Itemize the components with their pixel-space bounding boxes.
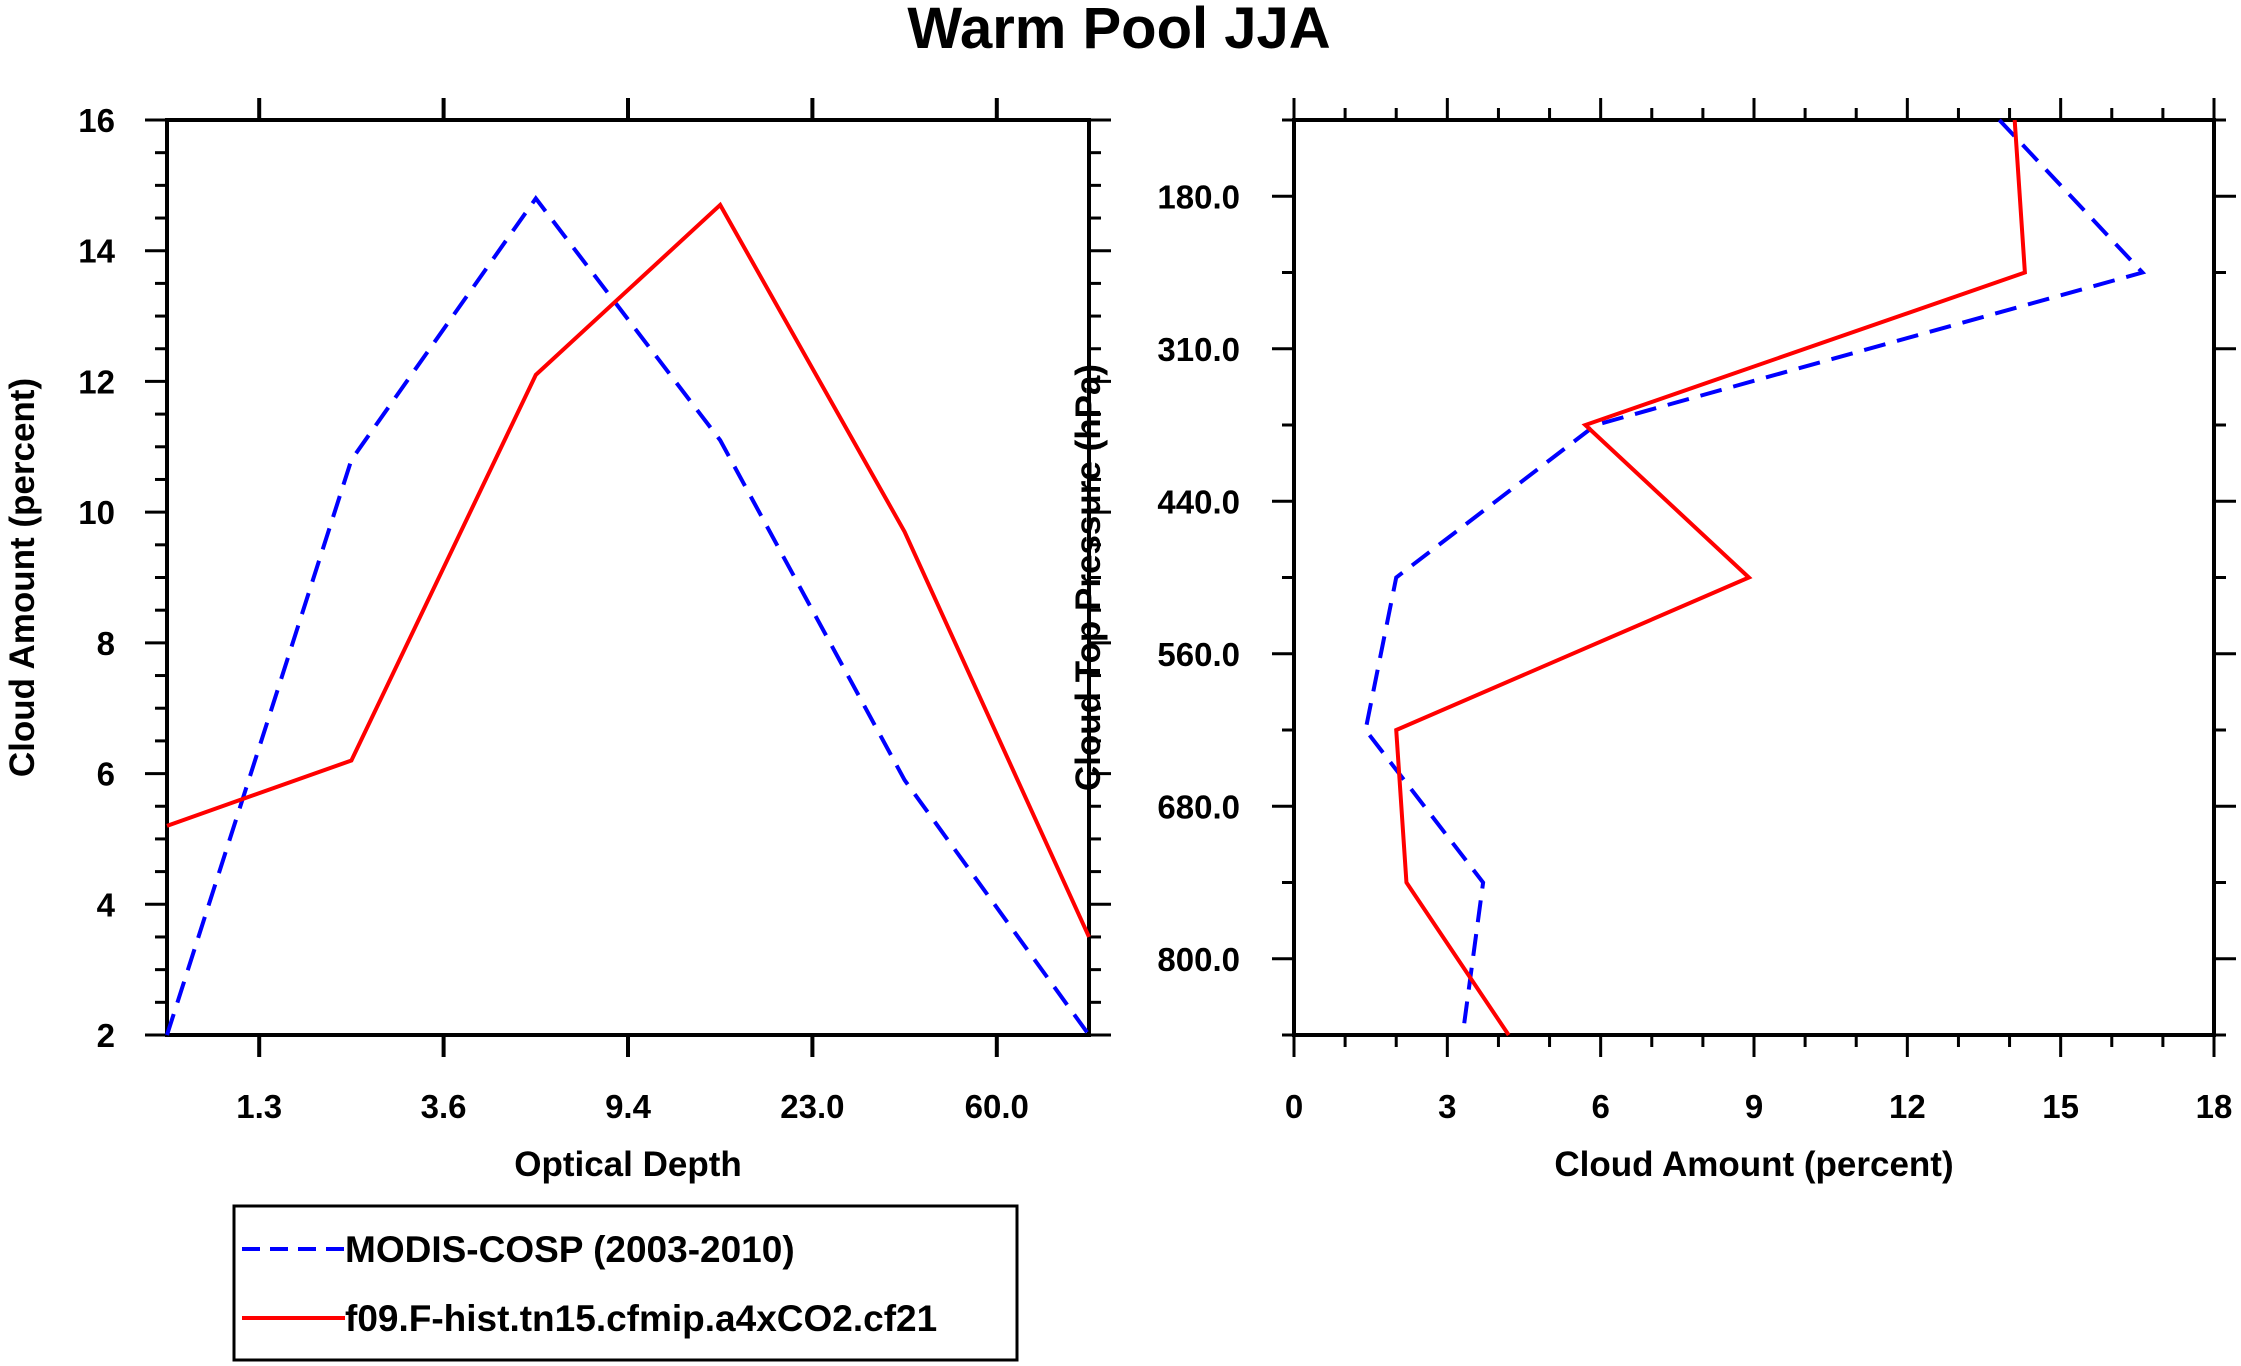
x-tick-label: 12 [1889,1088,1926,1125]
x-tick-label: 6 [1591,1088,1609,1125]
legend-box [232,1204,1019,1362]
y-tick-label: 4 [97,886,116,923]
x-tick-label: 23.0 [780,1088,844,1125]
x-tick-label: 15 [2042,1088,2079,1125]
x-tick-label: 1.3 [236,1088,282,1125]
y-tick-label: 680.0 [1157,788,1240,825]
optical-depth-plot: 1.3 3.6 9.4 23.0 60.0 2 4 6 8 10 12 14 16 Optical Dep… [3,98,1111,1184]
x-tick-label: 9 [1745,1088,1763,1125]
series-line-modis [1363,118,2147,1036]
legend-label-model: f09.F-hist.tn15.cfmip.a4xCO2.cf21 [345,1298,937,1339]
series-line-model [166,201,1091,938]
legend-label-modis: MODIS-COSP (2003-2010) [345,1229,795,1270]
y-tick-label: 310.0 [1157,331,1240,368]
x-axis-title: Cloud Amount (percent) [1554,1145,1953,1184]
y-axis-title: Cloud Amount (percent) [3,378,42,777]
x-axis-title: Optical Depth [514,1145,742,1184]
y-axis-title: Cloud Top Pressure (hPa) [1069,364,1108,791]
x-tick-label: 0 [1285,1088,1303,1125]
y-tick-label: 14 [78,233,115,270]
y-tick-label: 560.0 [1157,636,1240,673]
y-tick-label: 180.0 [1157,178,1240,215]
x-tick-label: 60.0 [965,1088,1029,1125]
y-tick-label: 2 [97,1017,115,1054]
x-tick-label: 18 [2196,1088,2233,1125]
plot-frame [165,118,1091,1037]
y-tick-label: 16 [78,102,115,139]
legend: MODIS-COSP (2003-2010) f09.F-hist.tn15.c… [232,1204,1019,1362]
y-tick-label: 6 [97,756,115,793]
y-tick-label: 12 [78,363,115,400]
x-tick-label: 3.6 [421,1088,467,1125]
x-tick-label: 3 [1438,1088,1456,1125]
x-tick-label: 9.4 [605,1088,652,1125]
y-tick-label: 10 [78,494,115,531]
chart-title: Warm Pool JJA [907,0,1330,61]
y-tick-label: 800.0 [1157,941,1240,978]
plot-frame [1292,118,2216,1037]
y-tick-label: 8 [97,625,115,662]
pressure-profile-plot: 0 3 6 9 12 15 18 180.0 310.0 440.0 560.0 680.0 800.0… [1069,98,2236,1184]
series-line-modis [165,195,1091,1037]
series-line-model [1394,119,2027,1037]
y-tick-label: 440.0 [1157,483,1240,520]
